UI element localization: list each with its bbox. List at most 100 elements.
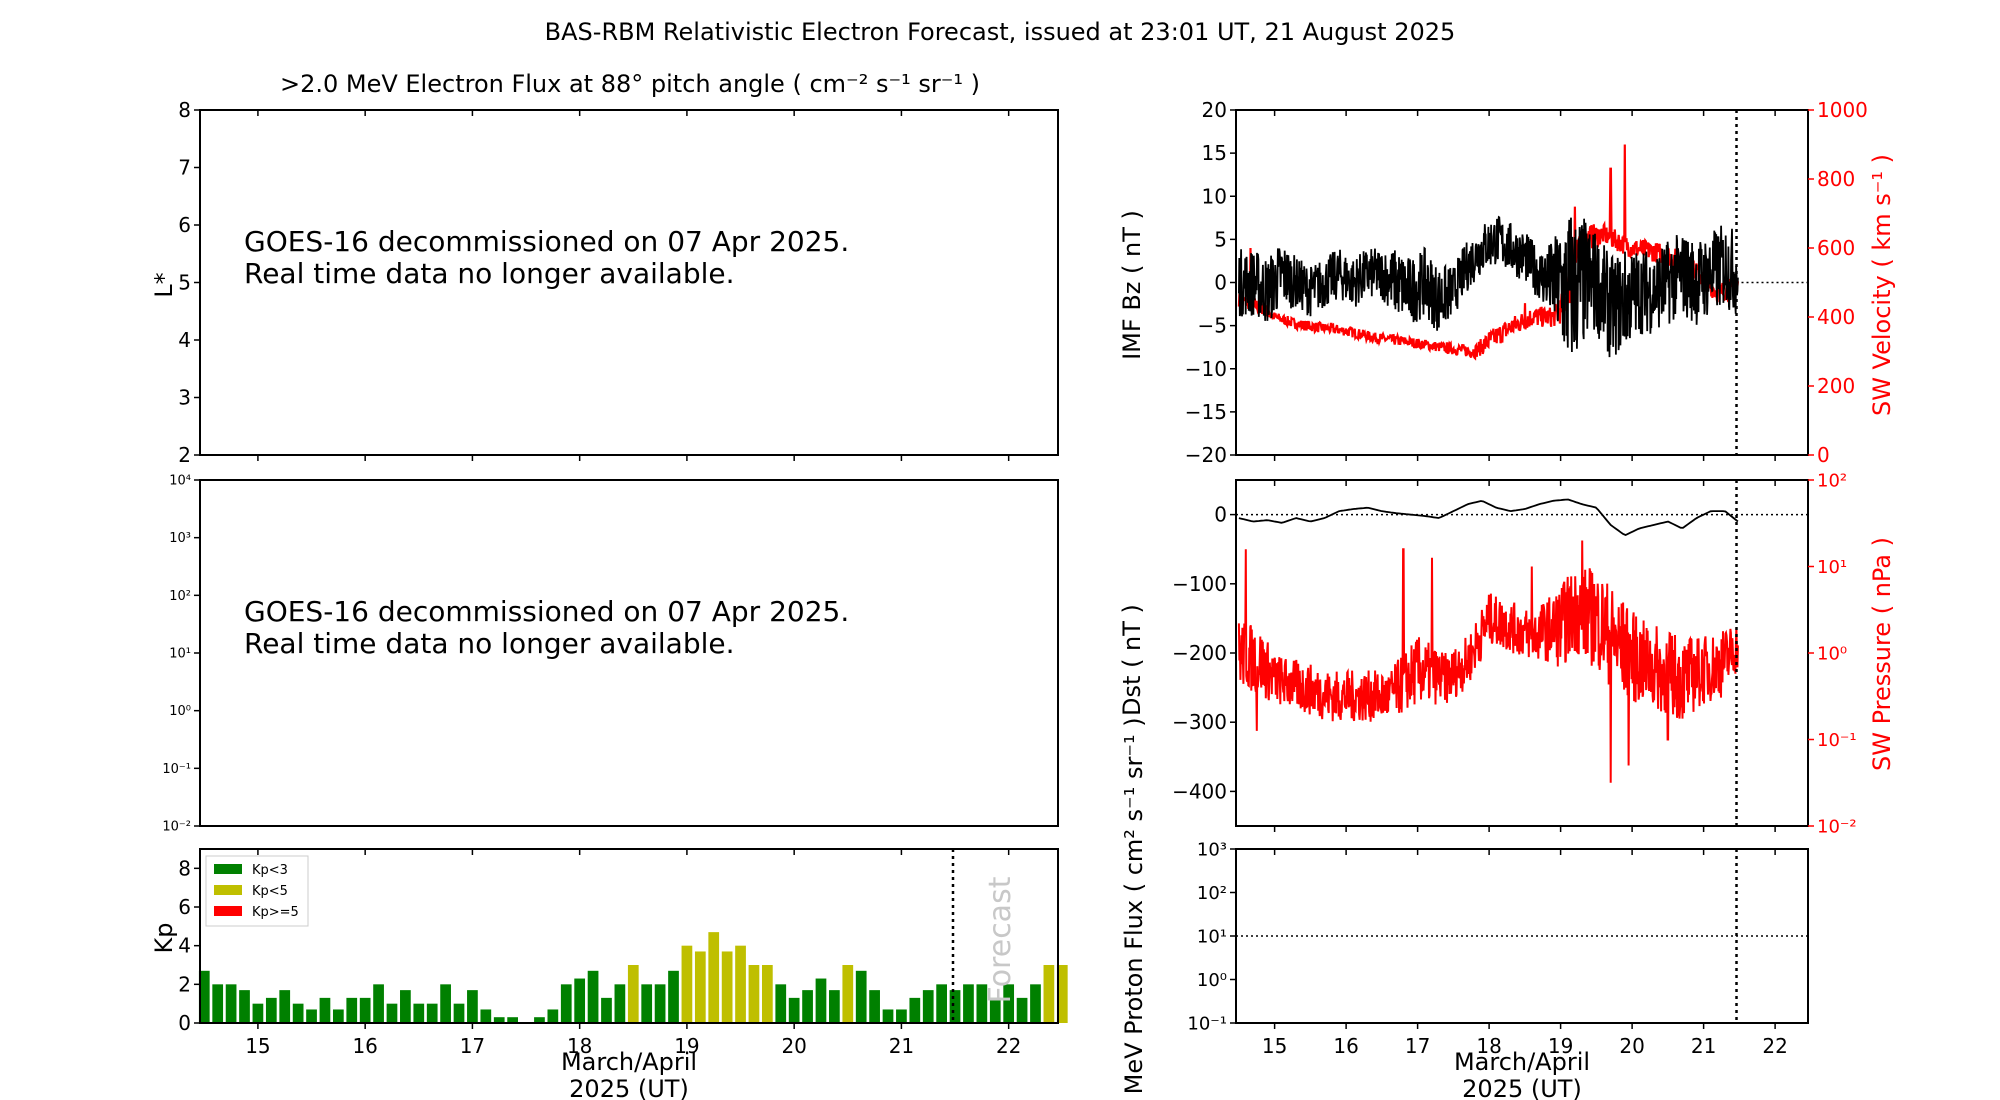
right-xlabel-line1: March/April xyxy=(1454,1048,1590,1076)
left-xlabel-line1: March/April xyxy=(561,1048,697,1076)
pressure-ylabel: SW Pressure ( nPa ) xyxy=(1868,537,1896,771)
proton-x-tick-label: 20 xyxy=(1619,1034,1644,1058)
kp-x-tick-label: 15 xyxy=(245,1034,270,1058)
lstar-y-tick-label: 4 xyxy=(178,328,191,352)
proton-y-axis: 10⁻¹ 10⁰ 10¹ 10² 10³ xyxy=(1187,839,1236,1034)
kp-bar xyxy=(1056,965,1068,1023)
kp-bar xyxy=(614,984,626,1023)
lstar-y-axis: 2 3 4 5 6 7 8 xyxy=(178,98,200,467)
proton-series-group xyxy=(1236,849,1808,1023)
kp-bar xyxy=(855,970,867,1023)
kp-bar xyxy=(775,984,787,1023)
kp-bar xyxy=(507,1017,518,1023)
kp-bar xyxy=(936,984,947,1023)
dst-y-tick-label: −200 xyxy=(1172,641,1227,665)
kp-bar xyxy=(306,1009,317,1023)
kp-bar xyxy=(949,990,961,1023)
pressure-y2-tick-label: 10⁰ xyxy=(1817,643,1847,664)
kp-bar xyxy=(574,978,586,1023)
flux-notice-line2: Real time data no longer available. xyxy=(244,627,735,660)
kp-bar xyxy=(922,990,934,1023)
figure-title: BAS-RBM Relativistic Electron Forecast, … xyxy=(545,18,1456,46)
vsw-y2-tick-label: 200 xyxy=(1817,374,1855,398)
panel-bz-vsw: −20 −15 −10 −5 0 5 10 15 20 0 200 400 600 800 1000 IM… xyxy=(1118,98,1896,467)
kp-bar xyxy=(413,1003,425,1023)
kp-bar xyxy=(721,951,733,1023)
kp-ylabel: Kp xyxy=(150,923,178,954)
kp-bar xyxy=(467,990,478,1023)
lstar-y-tick-label: 8 xyxy=(178,98,191,122)
kp-bar xyxy=(668,970,679,1023)
kp-bar xyxy=(641,984,653,1023)
kp-y-tick-label: 6 xyxy=(178,895,191,919)
kp-bar xyxy=(802,990,813,1023)
kp-bar xyxy=(279,990,291,1023)
kp-bar xyxy=(708,932,720,1023)
kp-bar xyxy=(453,1003,465,1023)
panel-dst-pressure: −400 −300 −200 −100 0 10⁻² 10⁻¹ 10⁰ 10¹ 10² Dst … xyxy=(1118,470,1896,837)
lstar-ylabel: L* xyxy=(150,272,178,297)
kp-bar xyxy=(346,997,358,1023)
kp-bar xyxy=(761,965,773,1023)
proton-x-tick-label: 18 xyxy=(1476,1034,1501,1058)
lstar-y-tick-label: 3 xyxy=(178,386,191,410)
right-xlabel-line2: 2025 (UT) xyxy=(1462,1075,1582,1100)
lstar-y-tick-label: 2 xyxy=(178,443,191,467)
kp-bar xyxy=(882,1009,894,1023)
vsw-y2-tick-label: 1000 xyxy=(1817,98,1868,122)
bz-y-tick-label: 0 xyxy=(1214,271,1227,295)
pressure-series-line xyxy=(1237,540,1739,783)
lstar-notice-line2: Real time data no longer available. xyxy=(244,257,735,290)
dst-y-tick-label: −300 xyxy=(1172,710,1227,734)
flux-y-tick-label: 10¹ xyxy=(169,647,191,662)
kp-bar xyxy=(440,984,451,1023)
kp-x-tick-label: 22 xyxy=(996,1034,1021,1058)
kp-bar xyxy=(225,984,237,1023)
kp-bar xyxy=(534,1017,545,1023)
proton-y-tick-label: 10⁻¹ xyxy=(1187,1013,1227,1034)
lstar-x-axis xyxy=(257,110,1010,461)
lstar-y-tick-label: 7 xyxy=(178,156,191,180)
kp-bar xyxy=(359,997,371,1023)
kp-x-tick-label: 21 xyxy=(889,1034,914,1058)
kp-bar xyxy=(842,965,854,1023)
kp-bar xyxy=(426,1003,438,1023)
proton-x-tick-label: 22 xyxy=(1762,1034,1787,1058)
kp-y-axis: 0 2 4 6 8 xyxy=(178,856,200,1035)
kp-bar xyxy=(386,1003,398,1023)
vsw-y2-axis: 0 200 400 600 800 1000 xyxy=(1808,98,1868,467)
kp-bar xyxy=(493,1017,505,1023)
vsw-y2-tick-label: 0 xyxy=(1817,443,1830,467)
kp-bar xyxy=(627,965,639,1023)
kp-bar xyxy=(1016,997,1028,1023)
dst-series-line xyxy=(1238,498,1739,536)
vsw-series-line xyxy=(1237,144,1739,361)
proton-x-tick-label: 16 xyxy=(1333,1034,1358,1058)
kp-bar xyxy=(252,1003,264,1023)
proton-x-tick-label: 19 xyxy=(1548,1034,1573,1058)
bz-y-tick-label: 20 xyxy=(1202,98,1227,122)
legend-swatch-mid xyxy=(214,885,242,895)
bz-ylabel: IMF Bz ( nT ) xyxy=(1118,210,1146,360)
kp-x-tick-label: 17 xyxy=(460,1034,485,1058)
kp-bar xyxy=(1030,984,1041,1023)
kp-bar xyxy=(989,997,1001,1023)
bz-y-tick-label: 15 xyxy=(1202,141,1227,165)
panel-flux: 10⁻² 10⁻¹ 10⁰ 10¹ 10² 10³ 10⁴ GOES-16 decommis… xyxy=(162,474,1059,835)
kp-bar xyxy=(1043,965,1055,1023)
forecast-label: Forecast xyxy=(983,876,1018,1003)
flux-y-tick-label: 10² xyxy=(169,589,191,604)
flux-notice-line1: GOES-16 decommissioned on 07 Apr 2025. xyxy=(244,595,849,628)
dst-ylabel: Dst ( nT ) xyxy=(1118,604,1146,716)
bz-y-tick-label: 5 xyxy=(1214,227,1227,251)
pressure-y2-tick-label: 10⁻¹ xyxy=(1817,730,1857,751)
bz-x-axis xyxy=(1273,110,1776,461)
flux-y-tick-label: 10⁻² xyxy=(162,820,191,835)
panel-proton: 10⁻¹ 10⁰ 10¹ 10² 10³ 15 16 17 18 19 20 21 22 >10 Me… xyxy=(1120,717,1809,1100)
kp-bar xyxy=(654,984,666,1023)
left-xlabel-line2: 2025 (UT) xyxy=(569,1075,689,1100)
bz-y-tick-label: 10 xyxy=(1202,184,1227,208)
kp-bar xyxy=(212,984,224,1023)
lstar-notice-line1: GOES-16 decommissioned on 07 Apr 2025. xyxy=(244,225,849,258)
